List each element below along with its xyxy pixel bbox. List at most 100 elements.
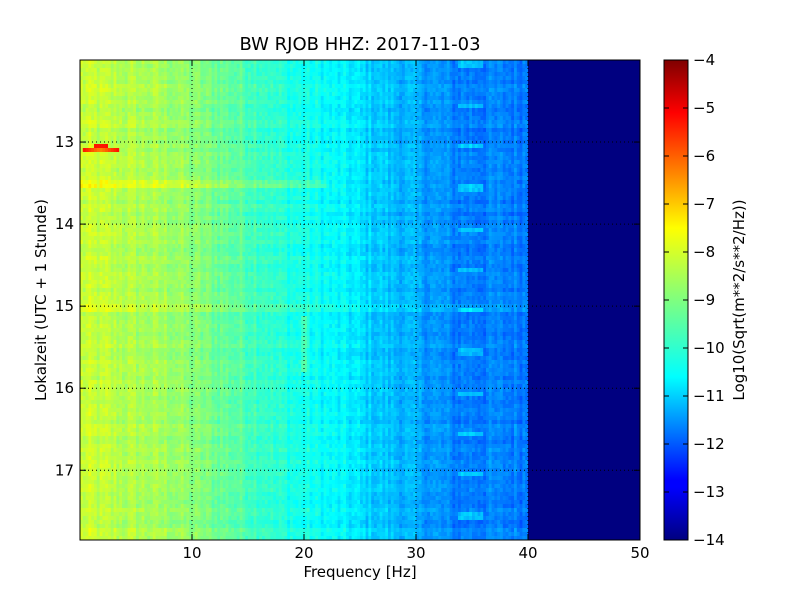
heatmap-cell xyxy=(175,60,179,65)
heatmap-cell xyxy=(278,96,283,101)
heatmap-cell xyxy=(96,104,101,109)
heatmap-cell xyxy=(164,76,168,81)
heatmap-cell xyxy=(617,60,621,65)
heatmap-cell xyxy=(553,104,557,109)
heatmap-cell xyxy=(614,68,619,73)
heatmap-cell xyxy=(351,68,355,73)
heatmap-cell xyxy=(438,100,442,105)
heatmap-cell xyxy=(388,104,392,109)
heatmap-cell xyxy=(637,60,640,65)
heatmap-cell xyxy=(234,60,238,65)
heatmap-cell xyxy=(113,100,117,105)
heatmap-cell xyxy=(242,72,246,77)
heatmap-cell xyxy=(253,72,257,77)
heatmap-cell xyxy=(374,72,378,77)
heatmap-cell xyxy=(306,104,311,109)
heatmap-cell xyxy=(164,88,168,93)
heatmap-cell xyxy=(620,84,624,89)
heatmap-cell xyxy=(362,100,367,105)
heatmap-cell xyxy=(175,100,179,105)
heatmap-cell xyxy=(480,92,484,97)
heatmap-cell xyxy=(332,100,336,105)
heatmap-cell xyxy=(536,96,540,101)
heatmap-cell xyxy=(124,84,129,89)
heatmap-cell xyxy=(556,80,560,85)
heatmap-cell xyxy=(346,64,350,69)
heatmap-cell xyxy=(320,96,325,101)
heatmap-cell xyxy=(525,76,529,81)
heatmap-cell xyxy=(628,60,633,65)
heatmap-cell xyxy=(147,72,151,77)
heatmap-cell xyxy=(637,80,640,85)
heatmap-cell xyxy=(253,88,257,93)
heatmap-cell xyxy=(539,96,543,101)
heatmap-cell xyxy=(144,68,148,73)
heatmap-cell xyxy=(192,80,196,85)
heatmap-cell xyxy=(108,68,112,73)
heatmap-cell xyxy=(309,68,313,73)
heatmap-cell xyxy=(609,76,613,81)
heatmap-cell xyxy=(368,68,372,73)
heatmap-cell xyxy=(561,68,565,73)
heatmap-cell xyxy=(525,72,529,77)
heatmap-cell xyxy=(455,88,459,93)
heatmap-cell xyxy=(141,68,145,73)
heatmap-cell xyxy=(634,72,638,77)
heatmap-cell xyxy=(463,68,467,73)
heatmap-cell xyxy=(119,60,123,65)
heatmap-cell xyxy=(600,76,605,81)
heatmap-cell xyxy=(295,100,299,105)
heatmap-cell xyxy=(480,60,484,65)
heatmap-cell xyxy=(460,72,465,77)
heatmap-cell xyxy=(561,88,565,93)
heatmap-cell xyxy=(166,76,171,81)
heatmap-cell xyxy=(189,88,193,93)
heatmap-cell xyxy=(460,88,465,93)
heatmap-cell xyxy=(547,88,551,93)
heatmap-cell xyxy=(301,68,305,73)
heatmap-cell xyxy=(250,80,255,85)
heatmap-cell xyxy=(99,96,103,101)
heatmap-cell xyxy=(127,96,131,101)
heatmap-cell xyxy=(320,80,325,85)
heatmap-cell xyxy=(161,72,165,77)
heatmap-cell xyxy=(152,80,157,85)
heatmap-cell xyxy=(379,80,383,85)
heatmap-cell xyxy=(533,60,537,65)
heatmap-cell xyxy=(222,84,227,89)
heatmap-cell xyxy=(497,104,501,109)
heatmap-cell xyxy=(144,76,148,81)
heatmap-cell xyxy=(449,60,453,65)
heatmap-cell xyxy=(533,68,537,73)
heatmap-cell xyxy=(259,104,263,109)
heatmap-cell xyxy=(326,72,330,77)
heatmap-cell xyxy=(491,88,495,93)
heatmap-cell xyxy=(441,80,445,85)
heatmap-cell xyxy=(318,72,322,77)
heatmap-cell xyxy=(455,64,459,69)
heatmap-cell xyxy=(637,84,640,89)
heatmap-cell xyxy=(304,84,308,89)
heatmap-cell xyxy=(374,96,378,101)
heatmap-cell xyxy=(584,60,588,65)
heatmap-cell xyxy=(542,64,546,69)
heatmap-cell xyxy=(220,92,224,97)
heatmap-cell xyxy=(410,92,414,97)
heatmap-cell xyxy=(262,84,266,89)
heatmap-cell xyxy=(519,88,523,93)
heatmap-cell xyxy=(278,72,283,77)
heatmap-cell xyxy=(455,60,459,65)
heatmap-cell xyxy=(528,68,532,73)
heatmap-cell xyxy=(592,92,596,97)
heatmap-cell xyxy=(458,72,462,77)
heatmap-cell xyxy=(200,60,204,65)
heatmap-cell xyxy=(570,80,574,85)
heatmap-cell xyxy=(357,68,361,73)
heatmap-cell xyxy=(105,92,109,97)
heatmap-cell xyxy=(354,60,358,65)
heatmap-cell xyxy=(449,96,453,101)
heatmap-cell xyxy=(634,104,638,109)
heatmap-cell xyxy=(323,96,327,101)
heatmap-cell xyxy=(603,72,607,77)
heatmap-cell xyxy=(346,104,350,109)
